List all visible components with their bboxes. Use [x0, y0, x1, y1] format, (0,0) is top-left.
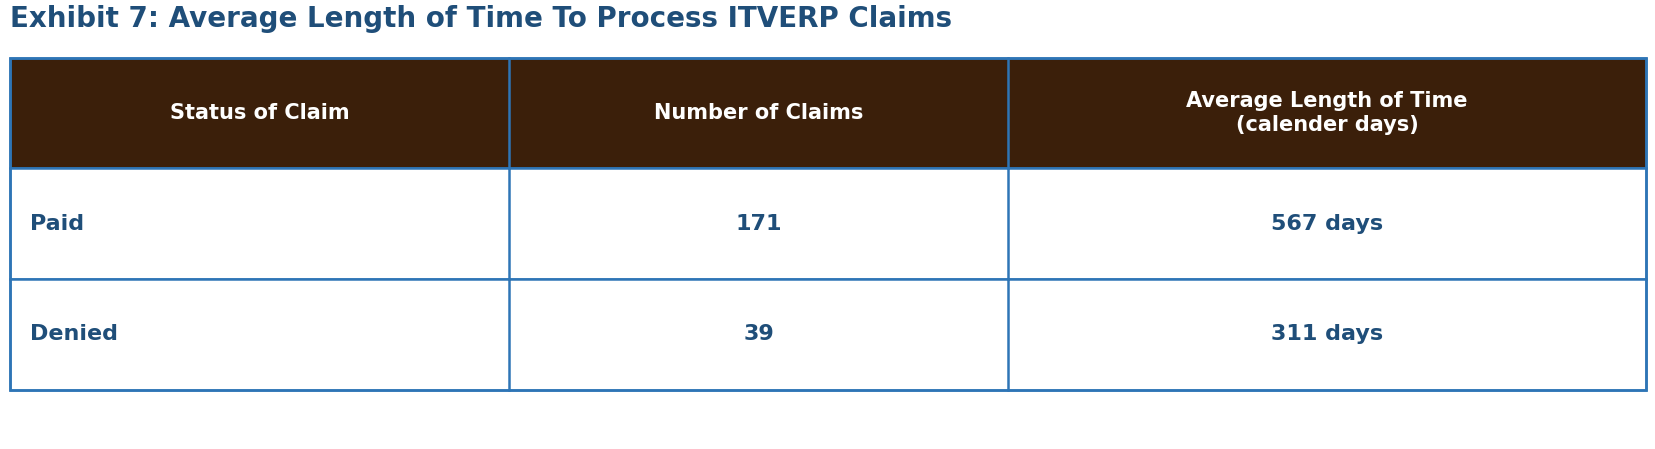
Text: 567 days: 567 days	[1269, 214, 1382, 233]
Text: Exhibit 7: Average Length of Time To Process ITVERP Claims: Exhibit 7: Average Length of Time To Pro…	[10, 5, 952, 33]
Bar	[10, 279, 1645, 390]
Text: Average Length of Time
(calender days): Average Length of Time (calender days)	[1185, 92, 1466, 135]
Text: 39: 39	[743, 325, 773, 344]
Text: 171: 171	[735, 214, 781, 233]
Text: Number of Claims: Number of Claims	[654, 103, 862, 123]
Bar	[10, 168, 1645, 279]
Text: Paid: Paid	[30, 214, 84, 233]
Text: Denied: Denied	[30, 325, 118, 344]
Bar	[10, 58, 1645, 168]
Text: Status of Claim: Status of Claim	[169, 103, 349, 123]
Bar	[10, 58, 1645, 390]
Text: 311 days: 311 days	[1269, 325, 1382, 344]
